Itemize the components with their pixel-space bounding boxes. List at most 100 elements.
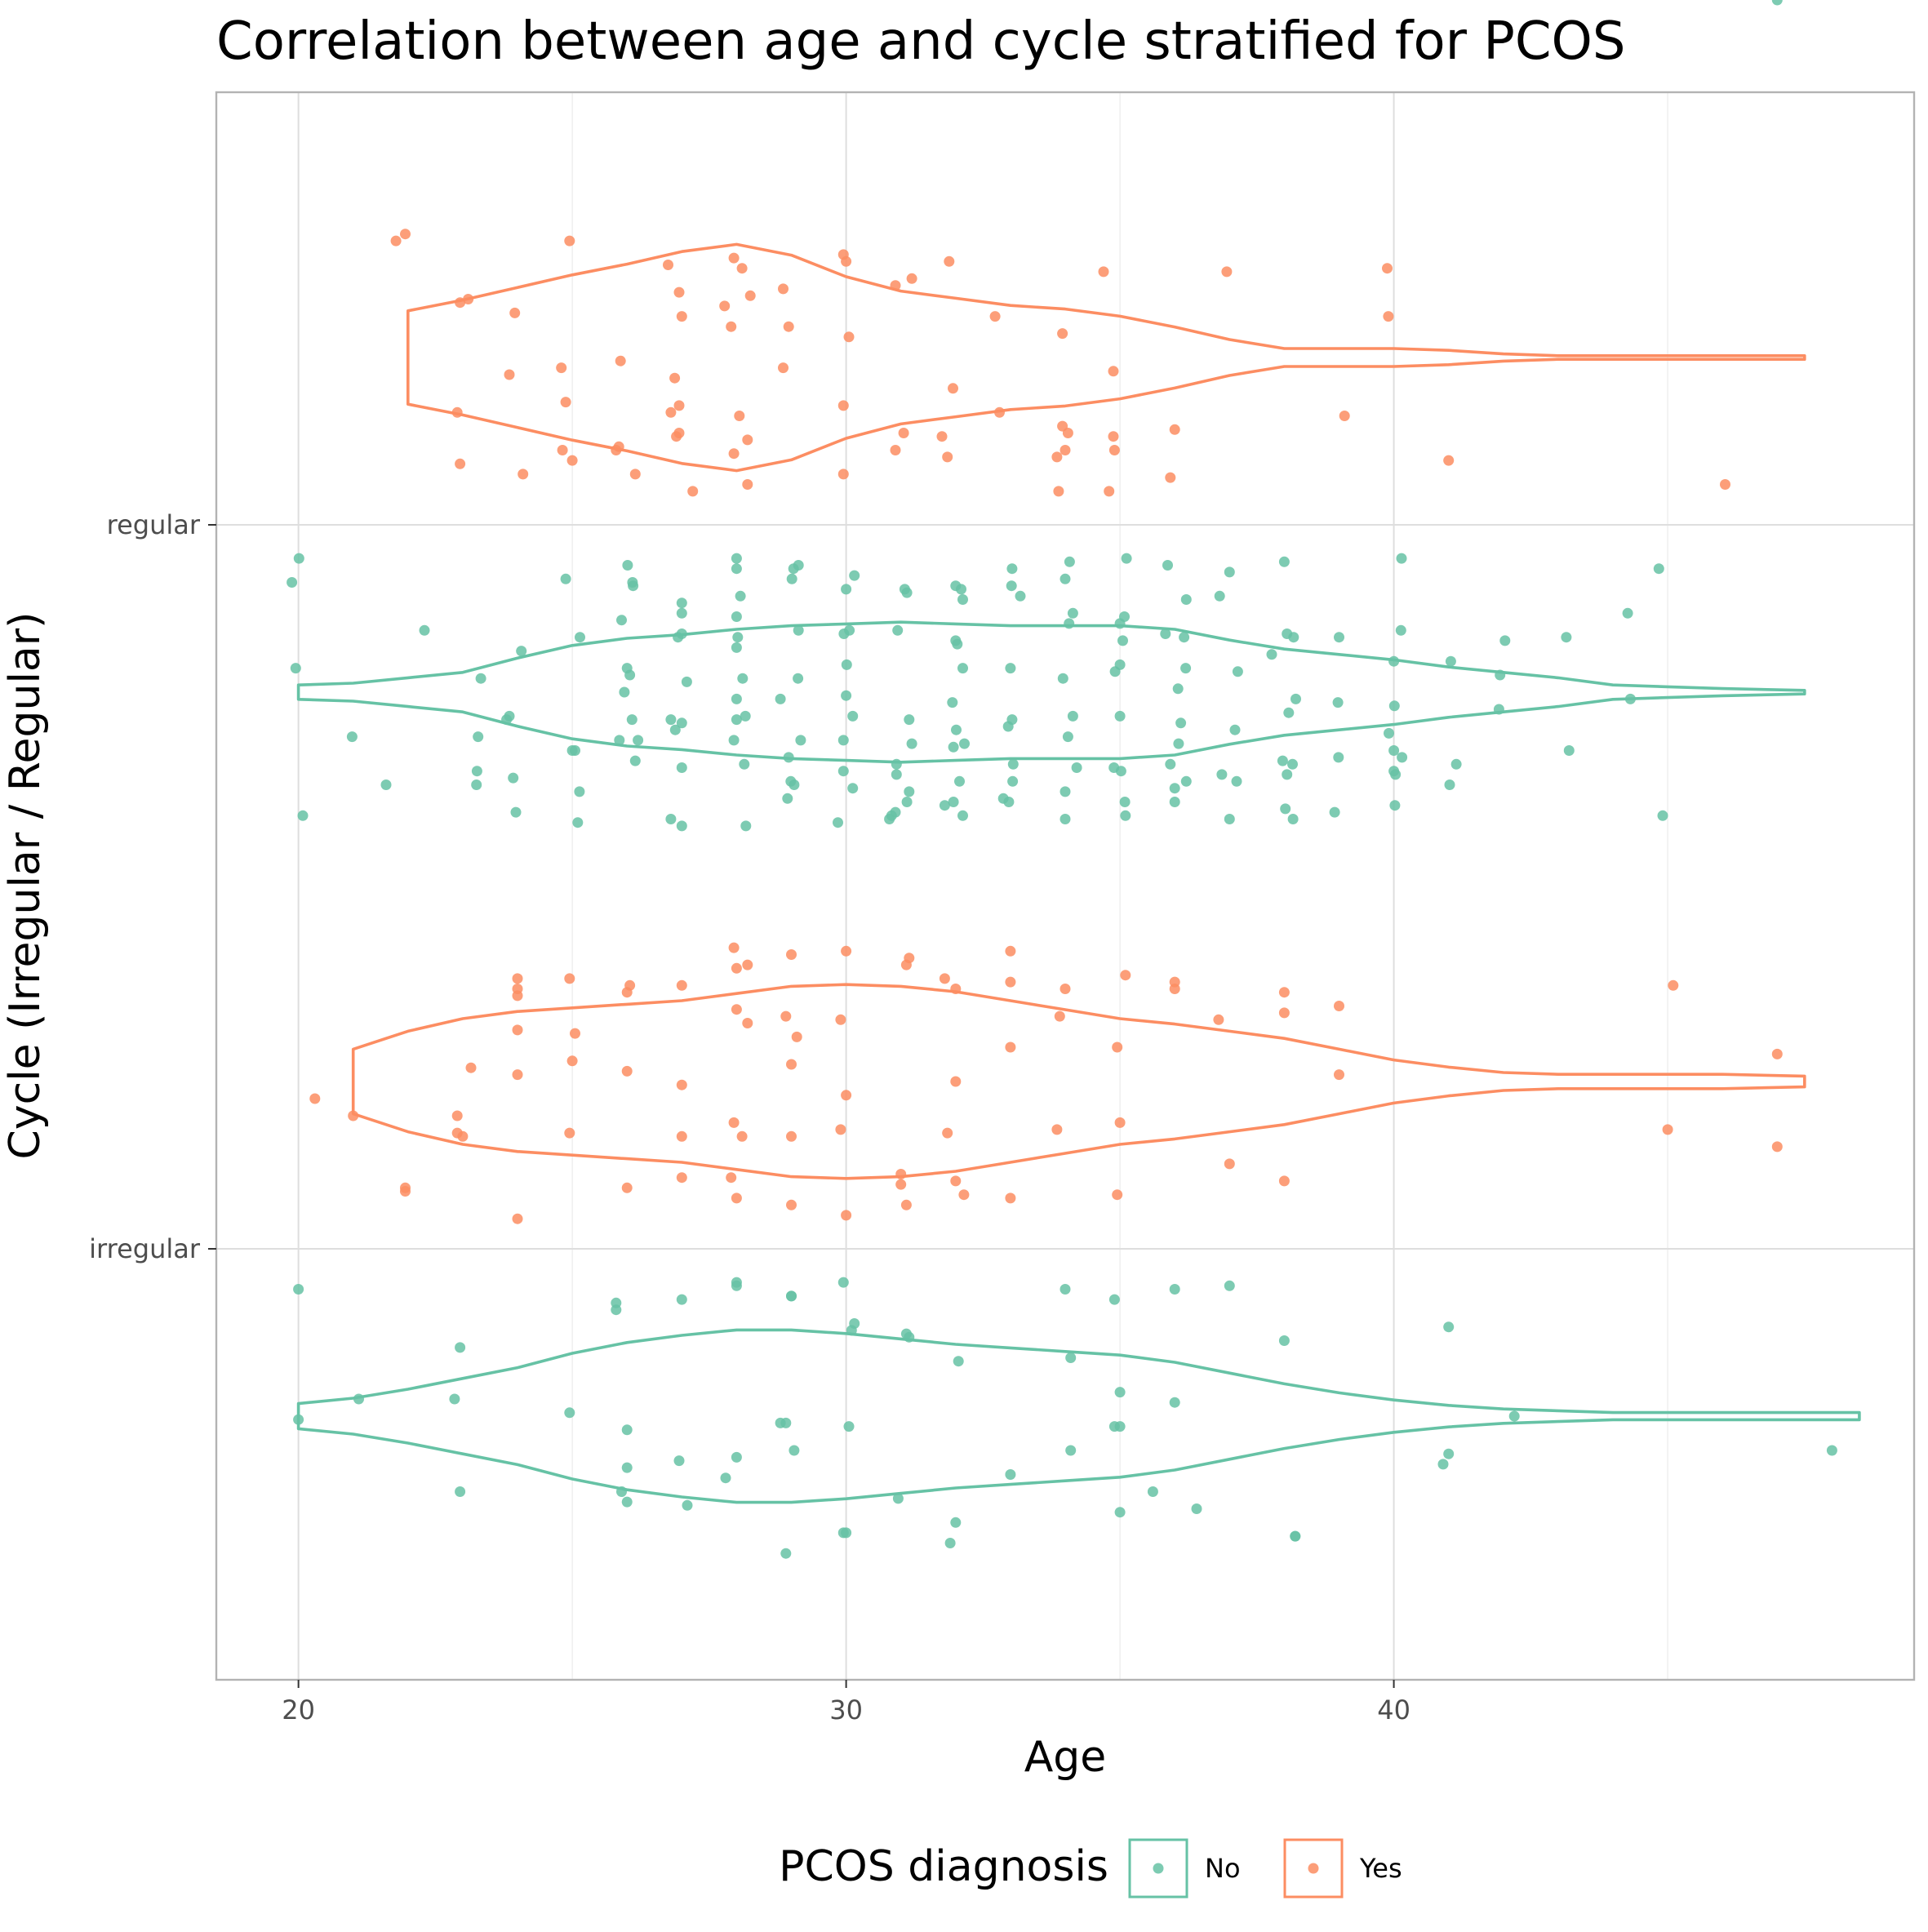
data-point-irregular-no xyxy=(1224,1280,1235,1291)
data-point-irregular-no xyxy=(611,1304,622,1316)
data-point-regular-yes xyxy=(1062,428,1073,438)
data-point-regular-no xyxy=(947,697,958,708)
data-point-regular-yes xyxy=(783,321,794,332)
data-point-irregular-yes xyxy=(841,1090,852,1101)
data-point-irregular-yes xyxy=(1334,1001,1344,1011)
data-point-regular-no xyxy=(669,724,681,735)
data-point-irregular-yes xyxy=(676,979,687,991)
data-point-regular-no xyxy=(1119,797,1131,807)
data-point-regular-no xyxy=(844,624,855,636)
violin-regular-no xyxy=(296,620,1806,764)
data-point-irregular-no xyxy=(789,1445,800,1456)
data-point-irregular-no xyxy=(682,1499,693,1511)
data-point-regular-no xyxy=(665,714,677,726)
data-point-regular-no xyxy=(614,735,625,746)
data-point-regular-no xyxy=(1172,683,1184,695)
data-point-irregular-yes xyxy=(726,1172,737,1184)
data-point-regular-no xyxy=(740,710,751,722)
data-point-irregular-yes xyxy=(1771,1141,1783,1153)
data-point-regular-no xyxy=(793,624,804,636)
data-point-irregular-yes xyxy=(950,1076,962,1087)
data-point-regular-no xyxy=(1444,779,1455,790)
data-point-regular-no xyxy=(1280,803,1291,815)
data-point-regular-yes xyxy=(509,307,521,318)
data-point-irregular-no xyxy=(731,1280,742,1291)
data-point-regular-no xyxy=(504,710,515,722)
data-point-regular-no xyxy=(572,817,584,828)
data-point-irregular-yes xyxy=(1112,1042,1123,1053)
data-point-regular-no xyxy=(732,632,744,643)
data-point-irregular-no xyxy=(1114,1507,1126,1518)
data-point-regular-no xyxy=(1229,724,1241,735)
violin-irregular-no xyxy=(296,1328,1861,1504)
data-point-regular-no xyxy=(1282,628,1293,639)
data-point-regular-yes xyxy=(1221,266,1233,278)
data-point-regular-no xyxy=(901,797,913,807)
data-point-regular-yes xyxy=(669,372,681,384)
data-point-irregular-yes xyxy=(451,1110,463,1121)
data-point-irregular-yes xyxy=(900,1199,912,1210)
data-point-regular-yes xyxy=(742,479,753,490)
data-point-regular-no xyxy=(1232,666,1243,677)
data-point-regular-no xyxy=(1067,710,1078,722)
data-point-regular-no xyxy=(841,690,852,701)
data-point-irregular-yes xyxy=(566,1055,578,1067)
data-point-regular-no xyxy=(786,573,797,584)
data-point-regular-yes xyxy=(1443,455,1455,466)
data-point-regular-no xyxy=(290,663,301,674)
data-point-regular-no xyxy=(731,553,742,564)
data-point-regular-no xyxy=(783,752,794,763)
data-point-irregular-no xyxy=(293,1414,304,1425)
data-point-regular-no xyxy=(1165,758,1176,770)
data-point-regular-no xyxy=(1334,632,1344,643)
data-point-regular-no xyxy=(1067,607,1078,619)
data-point-irregular-yes xyxy=(1278,987,1290,998)
chart-title: Correlation between age and cycle strati… xyxy=(216,11,1626,72)
legend-key-point xyxy=(1308,1863,1319,1874)
data-point-regular-no xyxy=(891,758,902,770)
data-point-regular-no xyxy=(1117,635,1128,646)
data-point-irregular-no xyxy=(455,1486,466,1497)
data-point-irregular-no xyxy=(843,1421,855,1432)
data-point-regular-yes xyxy=(890,445,901,455)
data-point-regular-no xyxy=(775,693,786,704)
data-point-regular-no xyxy=(1015,590,1026,602)
data-point-irregular-no xyxy=(1437,1459,1449,1470)
legend-label-yes: Yes xyxy=(1359,1853,1402,1884)
data-point-irregular-yes xyxy=(465,1062,477,1073)
data-point-regular-yes xyxy=(566,455,578,466)
violin-irregular-yes xyxy=(351,983,1806,1180)
data-point-irregular-yes xyxy=(742,959,753,970)
data-point-irregular-yes xyxy=(791,1031,802,1042)
data-point-irregular-yes xyxy=(1224,1158,1235,1170)
data-point-regular-yes xyxy=(687,486,699,497)
data-point-regular-no xyxy=(906,738,917,749)
data-point-regular-no xyxy=(1160,628,1171,639)
data-point-regular-yes xyxy=(455,297,466,309)
data-point-regular-no xyxy=(619,686,630,698)
data-point-irregular-no xyxy=(837,1277,849,1288)
data-point-regular-no xyxy=(1007,758,1019,770)
data-point-irregular-no xyxy=(1191,1503,1202,1514)
data-point-irregular-yes xyxy=(309,1093,321,1104)
data-point-regular-no xyxy=(740,820,752,832)
data-point-irregular-yes xyxy=(1051,1124,1063,1135)
data-point-irregular-no xyxy=(780,1417,792,1428)
data-point-irregular-no xyxy=(1147,1486,1158,1497)
data-point-irregular-no xyxy=(1108,1294,1120,1305)
data-point-regular-no xyxy=(629,755,641,766)
data-point-irregular-yes xyxy=(835,1014,846,1025)
data-point-regular-no xyxy=(737,673,749,684)
data-point-regular-no xyxy=(297,810,309,821)
y-tick-label: regular xyxy=(107,509,201,540)
data-point-irregular-no xyxy=(944,1538,956,1548)
data-point-regular-yes xyxy=(1383,311,1394,322)
data-point-regular-no xyxy=(1179,632,1190,643)
data-point-regular-no xyxy=(1060,786,1071,797)
data-point-regular-no xyxy=(1180,663,1192,674)
data-point-regular-no xyxy=(1388,700,1400,712)
data-point-regular-no xyxy=(1060,814,1071,824)
data-point-regular-yes xyxy=(1382,263,1393,274)
data-point-irregular-yes xyxy=(786,1199,797,1210)
